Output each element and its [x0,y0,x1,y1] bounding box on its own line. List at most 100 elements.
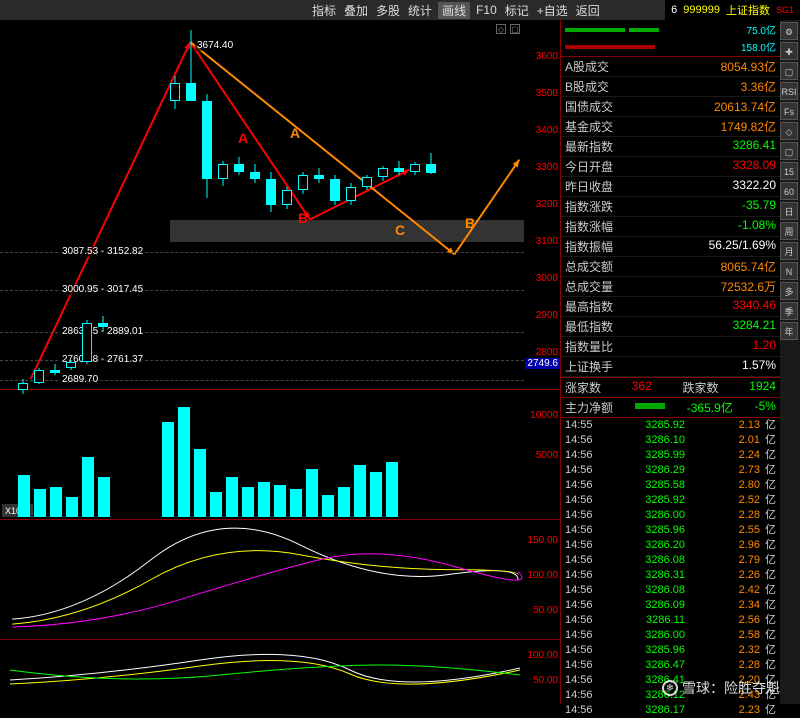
tick-row: 14:563286.082.42亿 [561,583,780,598]
tick-unit: 亿 [760,433,776,448]
vol-bar [274,485,286,517]
mini-btn[interactable]: RSI [780,82,798,100]
mini-btn[interactable]: 季 [780,302,798,320]
stat-label: 最高指数 [565,298,613,315]
tick-time: 14:56 [565,433,615,448]
topbar-val2: 158.0亿 [741,39,776,54]
tick-unit: 亿 [760,568,776,583]
mini-btn[interactable]: N [780,262,798,280]
candle [394,20,404,390]
netflow-lbl: 主力净额 [565,399,613,416]
mini-btn[interactable]: 月 [780,242,798,260]
tb-8[interactable]: 返回 [574,2,602,19]
candle [202,20,212,390]
mini-btn[interactable]: 年 [780,322,798,340]
indicator2-lines [0,640,560,700]
main-chart[interactable]: 3674.40 2749.6 A A B B C ◇ ▢ 28002900300… [0,20,560,390]
candle [98,20,108,390]
candle [250,20,260,390]
tick-row: 14:553285.922.13亿 [561,418,780,433]
tick-table[interactable]: 14:553285.922.13亿14:563286.102.01亿14:563… [561,418,780,718]
vol-bar [338,487,350,517]
tb-2[interactable]: 多股 [374,2,402,19]
stat-row: 总成交量72532.6万 [561,277,780,297]
tick-vol: 2.80 [685,478,760,493]
tb-3[interactable]: 统计 [406,2,434,19]
stat-label: 指数振幅 [565,238,613,255]
mini-btn[interactable]: ▢ [780,62,798,80]
chart-btn-icon[interactable]: ◇ [496,24,506,34]
ind-ytick: 100.00 [527,570,558,581]
vol-bar [386,462,398,517]
tick-vol: 2.28 [685,658,760,673]
ind-ytick: 50.00 [533,605,558,616]
stat-value: 8065.74亿 [721,258,776,275]
tick-vol: 2.96 [685,538,760,553]
chart-btn-icon[interactable]: ▢ [510,24,520,34]
ann-B2: B [465,215,475,231]
xueqiu-logo-icon: ❄ [662,680,678,696]
tick-price: 3285.96 [615,643,685,658]
vol-bar [98,477,110,517]
tick-unit: 亿 [760,418,776,433]
stat-row: 指数涨跌-35.79 [561,197,780,217]
watermark: ❄ 雪球：险胜夺魁 [662,678,780,698]
tick-unit: 亿 [760,613,776,628]
tick-unit: 亿 [760,478,776,493]
tb-7[interactable]: +自选 [535,2,570,19]
stat-value: 72532.6万 [721,278,776,295]
ind2-ytick: 100.00 [527,650,558,661]
mini-btn[interactable]: ◇ [780,122,798,140]
tb-5[interactable]: F10 [474,3,499,17]
candle [282,20,292,390]
stat-label: 指数涨幅 [565,218,613,235]
indicator-chart-2[interactable]: 100.0050.00 [0,640,560,700]
stat-value: 3284.21 [733,318,776,335]
tick-time: 14:56 [565,523,615,538]
stat-value: 3286.41 [733,138,776,155]
vol-bar [34,489,46,517]
mini-btn[interactable]: Fs [780,102,798,120]
tb-6[interactable]: 标记 [503,2,531,19]
mini-btn[interactable]: ⚙ [780,22,798,40]
stat-row: 最新指数3286.41 [561,137,780,157]
mini-btn[interactable]: 多 [780,282,798,300]
stats-box: A股成交8054.93亿B股成交3.36亿国债成交20613.74亿基金成交17… [561,57,780,377]
volume-chart[interactable]: X10万 100005000 [0,390,560,520]
netflow-bar-icon [635,403,665,409]
vol-ytick: 10000 [530,410,558,421]
candle [50,20,60,390]
watermark-text: 雪球：险胜夺魁 [682,678,780,698]
tick-time: 14:56 [565,703,615,718]
indicator-chart-1[interactable]: 150.00100.0050.00 [0,520,560,640]
indicator-lines [0,520,560,639]
tick-price: 3286.00 [615,628,685,643]
tb-1[interactable]: 叠加 [342,2,370,19]
mini-btn[interactable]: ✚ [780,42,798,60]
candle [218,20,228,390]
stat-value: 8054.93亿 [721,58,776,75]
vol-bar [290,489,302,517]
mini-btn[interactable]: ▢ [780,142,798,160]
tb-4[interactable]: 画线 [438,2,470,19]
chart-area[interactable]: 3674.40 2749.6 A A B B C ◇ ▢ 28002900300… [0,20,560,704]
mini-btn[interactable]: 周 [780,222,798,240]
mini-btn[interactable]: 60 [780,182,798,200]
tick-time: 14:56 [565,688,615,703]
tick-price: 3286.20 [615,538,685,553]
tick-time: 14:56 [565,478,615,493]
tick-vol: 2.32 [685,643,760,658]
tick-vol: 2.56 [685,613,760,628]
tb-0[interactable]: 指标 [310,2,338,19]
ytick: 3000 [536,273,558,284]
stat-value: 1749.82亿 [721,118,776,135]
stat-row: 指数振幅56.25/1.69% [561,237,780,257]
ytick: 3400 [536,125,558,136]
tick-unit: 亿 [760,643,776,658]
vol-bar [370,472,382,517]
tick-vol: 2.58 [685,628,760,643]
tick-price: 3286.08 [615,583,685,598]
mini-btn[interactable]: 日 [780,202,798,220]
mini-btn[interactable]: 15 [780,162,798,180]
tick-vol: 2.79 [685,553,760,568]
